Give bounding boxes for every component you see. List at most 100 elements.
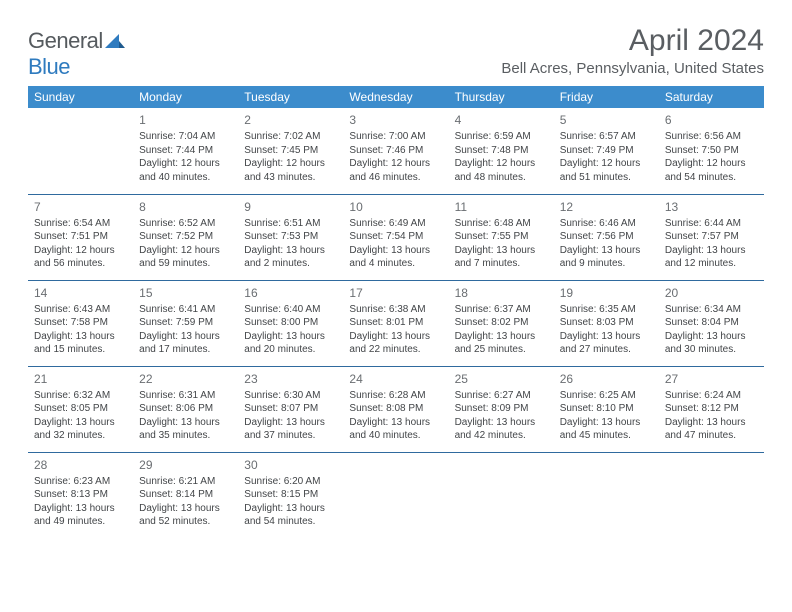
day-daylight1: Daylight: 13 hours xyxy=(139,330,232,344)
calendar-day-cell: 17Sunrise: 6:38 AMSunset: 8:01 PMDayligh… xyxy=(343,280,448,366)
day-sunrise: Sunrise: 6:57 AM xyxy=(560,130,653,144)
day-number: 4 xyxy=(455,112,548,128)
day-daylight2: and 54 minutes. xyxy=(244,515,337,529)
day-daylight1: Daylight: 13 hours xyxy=(560,244,653,258)
day-daylight2: and 52 minutes. xyxy=(139,515,232,529)
day-sunset: Sunset: 7:57 PM xyxy=(665,230,758,244)
day-daylight1: Daylight: 13 hours xyxy=(560,330,653,344)
day-daylight2: and 40 minutes. xyxy=(349,429,442,443)
day-daylight2: and 49 minutes. xyxy=(34,515,127,529)
day-daylight2: and 4 minutes. xyxy=(349,257,442,271)
calendar-day-cell: 6Sunrise: 6:56 AMSunset: 7:50 PMDaylight… xyxy=(659,108,764,194)
day-sunrise: Sunrise: 7:00 AM xyxy=(349,130,442,144)
day-sunset: Sunset: 7:46 PM xyxy=(349,144,442,158)
day-sunrise: Sunrise: 6:59 AM xyxy=(455,130,548,144)
day-sunset: Sunset: 7:51 PM xyxy=(34,230,127,244)
day-daylight1: Daylight: 13 hours xyxy=(244,244,337,258)
day-sunrise: Sunrise: 6:35 AM xyxy=(560,303,653,317)
day-header: Wednesday xyxy=(343,86,448,108)
day-sunrise: Sunrise: 6:44 AM xyxy=(665,217,758,231)
day-sunset: Sunset: 7:56 PM xyxy=(560,230,653,244)
calendar-day-cell: 25Sunrise: 6:27 AMSunset: 8:09 PMDayligh… xyxy=(449,366,554,452)
day-header: Thursday xyxy=(449,86,554,108)
day-daylight1: Daylight: 12 hours xyxy=(244,157,337,171)
day-daylight1: Daylight: 13 hours xyxy=(244,330,337,344)
day-daylight1: Daylight: 12 hours xyxy=(560,157,653,171)
day-daylight1: Daylight: 12 hours xyxy=(34,244,127,258)
day-sunset: Sunset: 8:12 PM xyxy=(665,402,758,416)
day-sunrise: Sunrise: 6:30 AM xyxy=(244,389,337,403)
day-sunrise: Sunrise: 6:24 AM xyxy=(665,389,758,403)
calendar-week-row: 7Sunrise: 6:54 AMSunset: 7:51 PMDaylight… xyxy=(28,194,764,280)
calendar-day-cell: 28Sunrise: 6:23 AMSunset: 8:13 PMDayligh… xyxy=(28,452,133,538)
calendar-day-cell: 16Sunrise: 6:40 AMSunset: 8:00 PMDayligh… xyxy=(238,280,343,366)
day-sunset: Sunset: 8:05 PM xyxy=(34,402,127,416)
day-daylight2: and 51 minutes. xyxy=(560,171,653,185)
day-daylight2: and 47 minutes. xyxy=(665,429,758,443)
day-number: 1 xyxy=(139,112,232,128)
month-title: April 2024 xyxy=(501,24,764,58)
day-number: 24 xyxy=(349,371,442,387)
day-sunset: Sunset: 8:10 PM xyxy=(560,402,653,416)
day-number: 28 xyxy=(34,457,127,473)
day-daylight1: Daylight: 13 hours xyxy=(139,502,232,516)
day-daylight2: and 59 minutes. xyxy=(139,257,232,271)
calendar-day-cell: 12Sunrise: 6:46 AMSunset: 7:56 PMDayligh… xyxy=(554,194,659,280)
day-number: 12 xyxy=(560,199,653,215)
day-daylight1: Daylight: 13 hours xyxy=(560,416,653,430)
day-number: 29 xyxy=(139,457,232,473)
day-daylight2: and 30 minutes. xyxy=(665,343,758,357)
day-daylight2: and 56 minutes. xyxy=(34,257,127,271)
calendar-day-cell: 1Sunrise: 7:04 AMSunset: 7:44 PMDaylight… xyxy=(133,108,238,194)
day-daylight1: Daylight: 13 hours xyxy=(349,416,442,430)
day-sunrise: Sunrise: 7:04 AM xyxy=(139,130,232,144)
calendar-empty-cell xyxy=(28,108,133,194)
calendar-day-cell: 22Sunrise: 6:31 AMSunset: 8:06 PMDayligh… xyxy=(133,366,238,452)
calendar-day-cell: 21Sunrise: 6:32 AMSunset: 8:05 PMDayligh… xyxy=(28,366,133,452)
day-sunrise: Sunrise: 6:40 AM xyxy=(244,303,337,317)
brand-blue: Blue xyxy=(28,54,70,79)
sail-icon xyxy=(105,28,125,53)
day-daylight2: and 9 minutes. xyxy=(560,257,653,271)
day-sunrise: Sunrise: 6:52 AM xyxy=(139,217,232,231)
brand-text: GeneralBlue xyxy=(28,28,125,80)
day-sunset: Sunset: 8:04 PM xyxy=(665,316,758,330)
day-daylight1: Daylight: 13 hours xyxy=(665,416,758,430)
day-number: 23 xyxy=(244,371,337,387)
day-sunrise: Sunrise: 6:51 AM xyxy=(244,217,337,231)
day-daylight2: and 40 minutes. xyxy=(139,171,232,185)
calendar-day-cell: 18Sunrise: 6:37 AMSunset: 8:02 PMDayligh… xyxy=(449,280,554,366)
day-header: Friday xyxy=(554,86,659,108)
day-sunrise: Sunrise: 6:41 AM xyxy=(139,303,232,317)
day-daylight1: Daylight: 13 hours xyxy=(34,330,127,344)
day-daylight2: and 22 minutes. xyxy=(349,343,442,357)
day-number: 16 xyxy=(244,285,337,301)
day-daylight1: Daylight: 12 hours xyxy=(139,244,232,258)
day-sunset: Sunset: 7:48 PM xyxy=(455,144,548,158)
day-sunset: Sunset: 8:03 PM xyxy=(560,316,653,330)
day-sunset: Sunset: 7:54 PM xyxy=(349,230,442,244)
calendar-day-cell: 24Sunrise: 6:28 AMSunset: 8:08 PMDayligh… xyxy=(343,366,448,452)
day-number: 10 xyxy=(349,199,442,215)
day-daylight1: Daylight: 13 hours xyxy=(349,244,442,258)
day-sunset: Sunset: 7:50 PM xyxy=(665,144,758,158)
day-daylight1: Daylight: 13 hours xyxy=(665,244,758,258)
day-sunset: Sunset: 7:55 PM xyxy=(455,230,548,244)
calendar-day-cell: 3Sunrise: 7:00 AMSunset: 7:46 PMDaylight… xyxy=(343,108,448,194)
day-daylight1: Daylight: 13 hours xyxy=(455,416,548,430)
day-sunset: Sunset: 8:08 PM xyxy=(349,402,442,416)
calendar-table: SundayMondayTuesdayWednesdayThursdayFrid… xyxy=(28,86,764,538)
day-daylight2: and 7 minutes. xyxy=(455,257,548,271)
day-daylight1: Daylight: 13 hours xyxy=(34,502,127,516)
day-number: 20 xyxy=(665,285,758,301)
day-daylight1: Daylight: 12 hours xyxy=(455,157,548,171)
day-daylight2: and 32 minutes. xyxy=(34,429,127,443)
day-sunrise: Sunrise: 6:21 AM xyxy=(139,475,232,489)
calendar-day-cell: 30Sunrise: 6:20 AMSunset: 8:15 PMDayligh… xyxy=(238,452,343,538)
day-daylight2: and 37 minutes. xyxy=(244,429,337,443)
calendar-week-row: 28Sunrise: 6:23 AMSunset: 8:13 PMDayligh… xyxy=(28,452,764,538)
day-sunset: Sunset: 8:07 PM xyxy=(244,402,337,416)
day-number: 3 xyxy=(349,112,442,128)
day-sunset: Sunset: 8:06 PM xyxy=(139,402,232,416)
day-sunrise: Sunrise: 6:20 AM xyxy=(244,475,337,489)
